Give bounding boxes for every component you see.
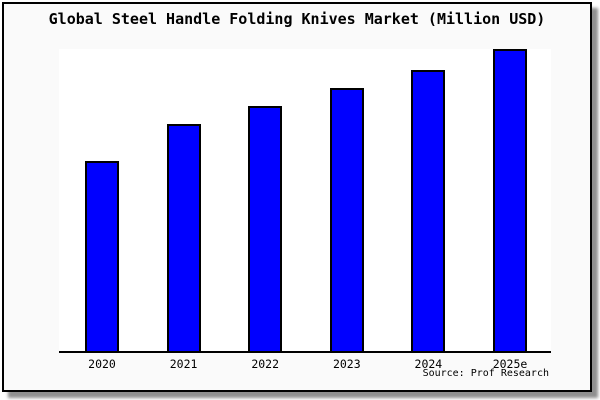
source-caption: Source: Prof Research bbox=[422, 368, 549, 379]
bar-2022 bbox=[248, 106, 283, 351]
bar-2020 bbox=[85, 161, 119, 351]
plot-area bbox=[59, 49, 551, 353]
bar-2024 bbox=[411, 70, 446, 351]
chart-title: Global Steel Handle Folding Knives Marke… bbox=[48, 10, 546, 28]
x-tick-label-2022: 2022 bbox=[251, 357, 280, 371]
x-axis-line bbox=[59, 351, 551, 353]
bar-2021 bbox=[166, 124, 201, 351]
x-tick-label-2024: 2024 bbox=[414, 357, 443, 371]
x-tick-label-2020: 2020 bbox=[88, 357, 116, 371]
x-tick-label-2023: 2023 bbox=[332, 357, 361, 371]
bar-2023 bbox=[329, 88, 364, 351]
bar-2025e bbox=[493, 49, 527, 351]
chart-window: Global Steel Handle Folding Knives Marke… bbox=[2, 2, 592, 392]
x-tick-label-2021: 2021 bbox=[169, 357, 198, 371]
x-tick-label-2025e: 2025e bbox=[492, 357, 528, 371]
